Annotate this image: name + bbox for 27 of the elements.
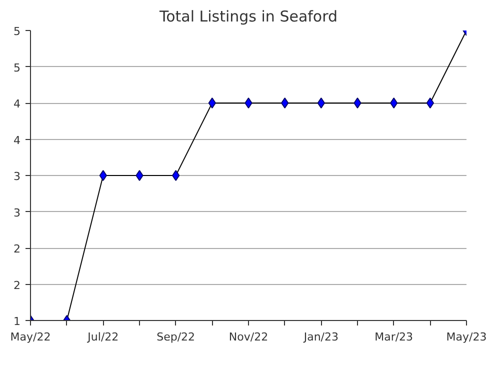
x-tick-label: Jan/23 [302,330,339,344]
x-tick-label: Sep/22 [156,330,196,344]
x-tick-label: May/23 [446,330,487,344]
y-tick-label: 1 [14,315,20,328]
point [390,98,398,108]
point [208,98,216,108]
y-tick-label: 2 [14,242,20,256]
point [172,170,180,181]
y-tick-label: 4 [14,98,20,110]
x-tick-label: Nov/22 [228,330,268,344]
y-tick-label: 5 [14,25,20,38]
chart-title: Total Listings in Seaford [158,8,338,26]
y-tick-label: 2 [14,278,20,292]
point [244,98,252,108]
y-tick-label: 4 [14,134,20,147]
point [281,98,289,108]
y-tick-label: 5 [14,61,20,74]
point [354,98,362,108]
x-tick-label: Jul/22 [86,330,119,344]
point [136,170,144,181]
y-tick-label: 3 [14,170,20,183]
point [317,98,325,108]
point [426,98,434,108]
x-tick-label: Mar/23 [374,330,414,344]
point [99,170,107,181]
y-tick-label: 3 [14,206,20,220]
x-tick-label: May/22 [10,330,51,344]
